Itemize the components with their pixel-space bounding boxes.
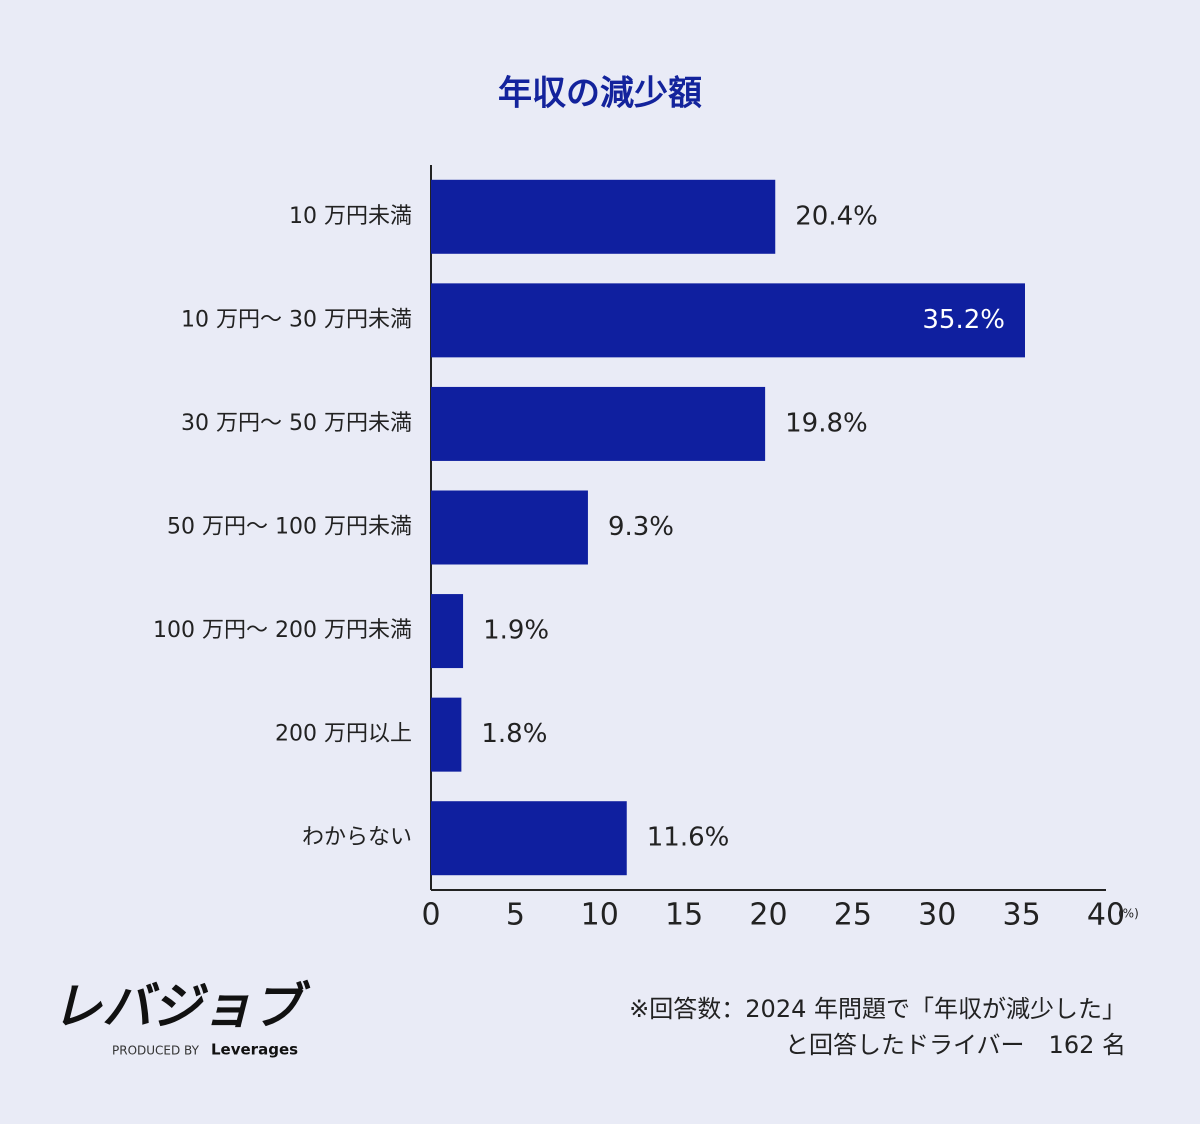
y-tick-label: 200 万円以上 bbox=[275, 722, 412, 747]
data-label: 35.2% bbox=[922, 305, 1005, 335]
x-tick-label: 20 bbox=[749, 898, 787, 933]
x-tick-label: 5 bbox=[506, 898, 525, 933]
bar bbox=[431, 490, 588, 565]
data-label: 20.4% bbox=[795, 201, 878, 231]
x-tick-label: 10 bbox=[581, 898, 619, 933]
x-tick-label: 0 bbox=[421, 898, 440, 933]
bar bbox=[431, 594, 464, 669]
logo: レバジョブ bbox=[52, 978, 311, 1036]
data-label: 11.6% bbox=[647, 823, 730, 853]
data-label: 1.9% bbox=[483, 616, 549, 646]
y-tick-label: 100 万円〜 200 万円未満 bbox=[153, 618, 412, 643]
chart-title: 年収の減少額 bbox=[498, 74, 702, 114]
y-tick-label: 50 万円〜 100 万円未満 bbox=[167, 515, 412, 540]
bar bbox=[431, 697, 462, 772]
x-tick-label: 40 bbox=[1087, 898, 1125, 933]
bar bbox=[431, 283, 1025, 358]
x-tick-label: 25 bbox=[834, 898, 872, 933]
x-tick-label: 15 bbox=[665, 898, 703, 933]
logo-brand: Leverages bbox=[211, 1041, 298, 1059]
y-tick-label: 10 万円〜 30 万円未満 bbox=[181, 307, 412, 332]
x-unit: (%) bbox=[1118, 907, 1139, 921]
x-tick-label: 30 bbox=[918, 898, 956, 933]
y-tick-label: 10 万円未満 bbox=[289, 204, 412, 229]
footnote: ※回答数：2024 年問題で「年収が減少した」 bbox=[629, 995, 1126, 1023]
y-tick-label: 30 万円〜 50 万円未満 bbox=[181, 411, 412, 436]
data-label: 1.8% bbox=[481, 719, 547, 749]
data-label: 19.8% bbox=[785, 408, 868, 438]
bar bbox=[431, 179, 776, 254]
footnote: と回答したドライバー 162 名 bbox=[785, 1031, 1126, 1059]
bar bbox=[431, 801, 627, 876]
bar bbox=[431, 386, 766, 461]
y-tick-label: わからない bbox=[302, 825, 412, 850]
logo-sub: PRODUCED BY bbox=[112, 1044, 200, 1058]
data-label: 9.3% bbox=[608, 512, 674, 542]
x-tick-label: 35 bbox=[1003, 898, 1041, 933]
